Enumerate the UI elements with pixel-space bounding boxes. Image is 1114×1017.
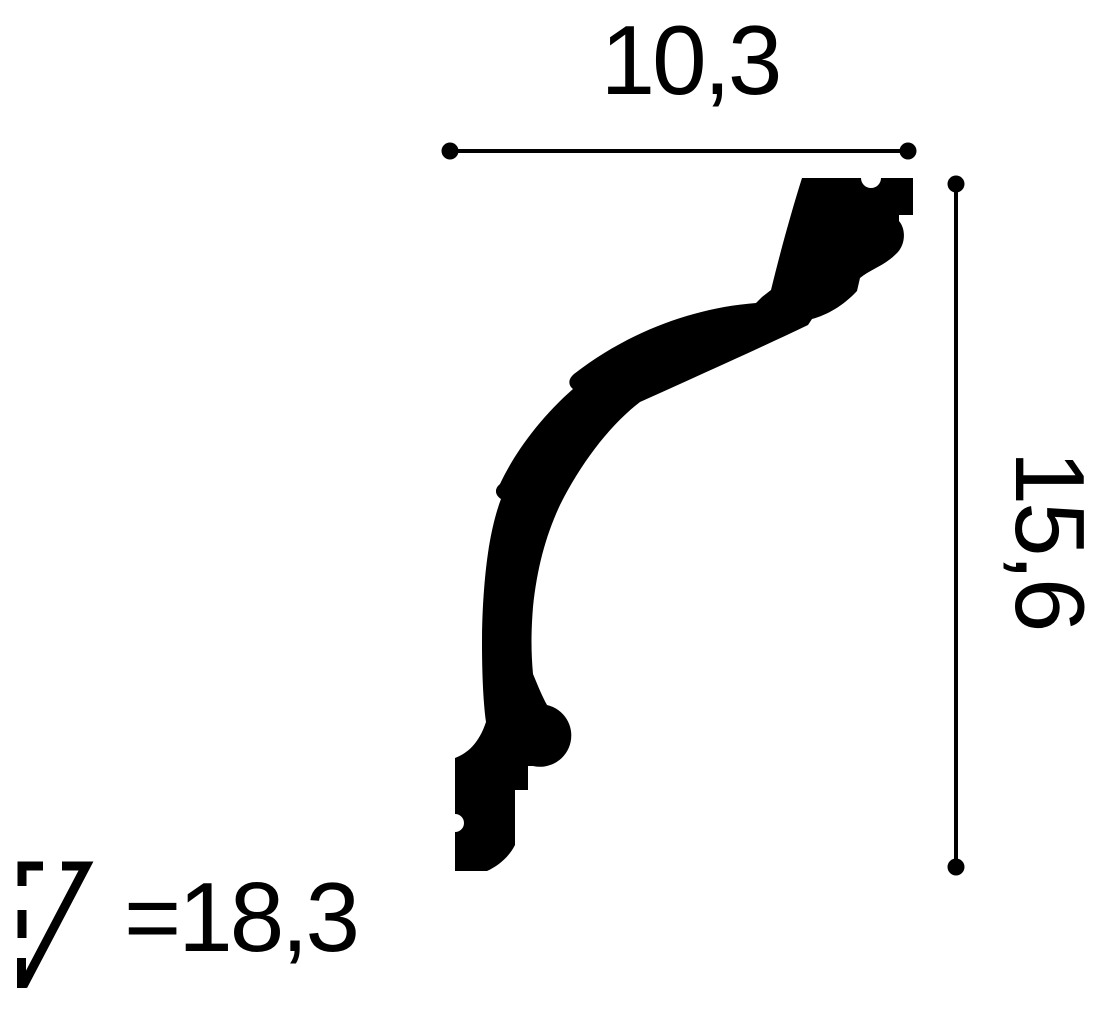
- diagonal-dimension-label: =18,3: [124, 862, 360, 972]
- diagonal-arrow-line: [19, 861, 94, 989]
- diagonal-measure-icon: [17, 861, 94, 989]
- moulding-profile-silhouette: [455, 178, 913, 871]
- height-dimension-line: [947, 175, 965, 876]
- arrowhead-bar: [17, 958, 26, 988]
- width-dimension-line: [441, 142, 917, 160]
- dashed-corner-mark: [17, 861, 43, 886]
- dimension-endpoint-dot-left: [441, 142, 459, 160]
- width-dimension-label: 10,3: [600, 5, 783, 115]
- dimension-endpoint-dot-bottom: [947, 858, 965, 876]
- height-dimension-label: 15,6: [995, 450, 1105, 630]
- dimension-endpoint-dot-top: [947, 175, 965, 193]
- dimension-endpoint-dot-right: [899, 142, 917, 160]
